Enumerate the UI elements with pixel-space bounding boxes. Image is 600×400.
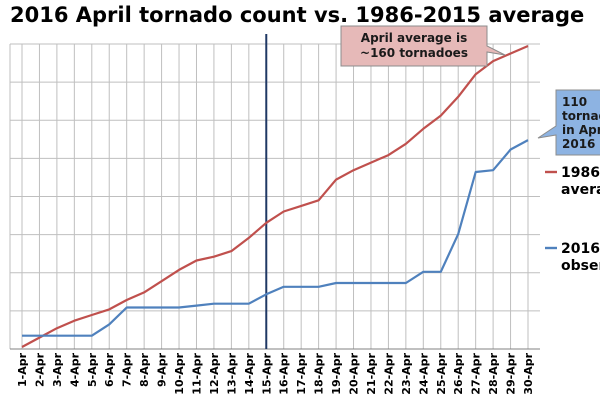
callout-observed-box <box>537 89 600 156</box>
legend-label: observed <box>561 258 600 274</box>
callout-average-text: April average is <box>361 31 467 45</box>
x-ticks: 1-Apr 2-Apr 3-Apr 4-Apr 5-Apr 6-Apr 7-Apr 8-Apr… <box>16 352 535 394</box>
x-tick-label: 3-Apr <box>51 352 64 387</box>
x-tick-label: 5-Apr <box>86 352 99 387</box>
legend-label: 1986-2015 <box>561 165 600 181</box>
x-tick-label: 6-Apr <box>103 352 116 387</box>
grid-lines <box>10 43 540 350</box>
x-tick-label: 27-Apr <box>470 352 483 394</box>
x-tick-label: 20-Apr <box>348 352 361 394</box>
x-tick-label: 18-Apr <box>313 352 326 394</box>
x-tick-label: 12-Apr <box>208 352 221 394</box>
callout-observed-text: 2016 <box>562 137 595 151</box>
x-tick-label: 1-Apr <box>16 352 29 387</box>
series-group <box>21 44 529 348</box>
series-line-average <box>21 44 529 348</box>
callout-observed-text: 110 <box>562 95 587 109</box>
chart-title: 2016 April tornado count vs. 1986-2015 a… <box>10 3 585 27</box>
x-tick-label: 21-Apr <box>365 352 378 394</box>
x-tick-label: 17-Apr <box>295 352 308 394</box>
x-tick-label: 24-Apr <box>417 352 430 394</box>
x-tick-label: 13-Apr <box>225 352 238 394</box>
callout-observed-text: in April <box>562 123 600 137</box>
x-tick-label: 22-Apr <box>382 352 395 394</box>
x-tick-label: 26-Apr <box>452 352 465 394</box>
callouts-group: April average is~160 tornadoes 110tornado… <box>340 25 600 156</box>
x-tick-label: 15-Apr <box>260 352 273 394</box>
x-tick-label: 4-Apr <box>68 352 81 387</box>
x-tick-label: 16-Apr <box>278 352 291 394</box>
x-tick-label: 29-Apr <box>505 352 518 394</box>
x-tick-label: 28-Apr <box>487 352 500 394</box>
x-tick-label: 7-Apr <box>121 352 134 387</box>
x-tick-label: 10-Apr <box>173 352 186 394</box>
x-tick-label: 11-Apr <box>190 352 203 394</box>
callout-average-text: ~160 tornadoes <box>360 46 468 60</box>
x-tick-label: 9-Apr <box>156 352 169 387</box>
x-tick-label: 23-Apr <box>400 352 413 394</box>
legend-label: 2016 <box>561 241 600 257</box>
x-tick-label: 14-Apr <box>243 352 256 394</box>
x-tick-label: 2-Apr <box>33 352 46 387</box>
x-tick-label: 8-Apr <box>138 352 151 387</box>
callout-observed-text: tornadoes <box>562 109 600 123</box>
x-tick-label: 19-Apr <box>330 352 343 394</box>
series-line-observed <box>22 139 529 337</box>
x-tick-label: 25-Apr <box>435 352 448 394</box>
callout-average-box <box>340 25 506 67</box>
legend-label: average <box>561 182 600 198</box>
x-tick-label: 30-Apr <box>522 352 535 394</box>
